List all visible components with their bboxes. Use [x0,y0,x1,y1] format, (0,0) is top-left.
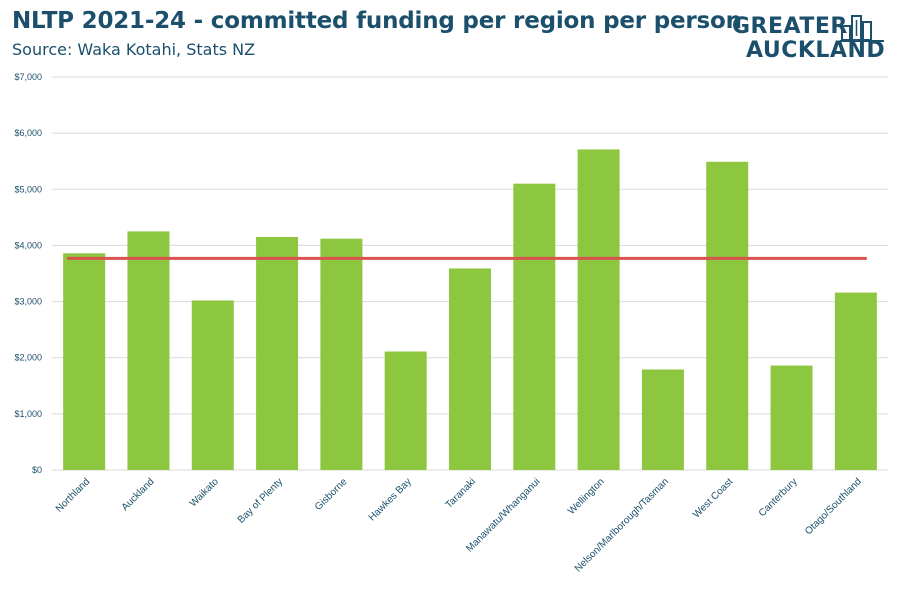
city-buildings-icon [840,15,884,42]
bar [770,365,813,470]
chart-subtitle: Source: Waka Kotahi, Stats NZ [12,40,256,59]
y-tick-label: $7,000 [14,72,42,82]
bar [63,253,106,470]
x-tick-label: West Coast [691,476,735,520]
y-tick-label: $1,000 [14,409,42,419]
bar [320,238,363,470]
x-tick-label: Auckland [120,476,157,513]
x-tick-label: Taranaki [444,476,479,511]
logo-text-line2: AUCKLAND [746,38,886,63]
bar [191,300,234,470]
x-tick-label: Bay of Plenty [236,476,285,525]
bar [641,369,684,470]
x-tick-label: Gisborne [313,476,350,513]
bar [577,149,620,470]
chart-title: NLTP 2021-24 - committed funding per reg… [12,8,742,34]
x-tick-label: Northland [54,476,92,514]
y-tick-label: $2,000 [14,353,42,363]
bar [706,161,749,471]
x-tick-label: Otago/Southland [803,476,864,537]
bar [384,351,427,470]
bar [127,231,170,470]
x-tick-label: Canterbury [757,476,800,519]
bar [449,268,491,470]
y-tick-label: $3,000 [14,297,42,307]
x-tick-label: Hawkes Bay [367,476,414,523]
x-tick-label: Waikato [188,476,221,509]
logo-text-line1: GREATER [732,14,848,39]
y-tick-label: $5,000 [14,184,42,194]
y-tick-label: $4,000 [14,240,42,250]
bar [834,292,877,470]
bar [513,183,556,470]
bar [256,237,299,470]
y-tick-label: $6,000 [14,128,42,138]
x-tick-label: Manawatu/Whanganui [464,476,542,554]
greater-auckland-logo: GREATER AUCKLAND [728,14,888,68]
y-tick-label: $0 [32,465,42,475]
x-tick-label: Wellington [566,476,607,517]
